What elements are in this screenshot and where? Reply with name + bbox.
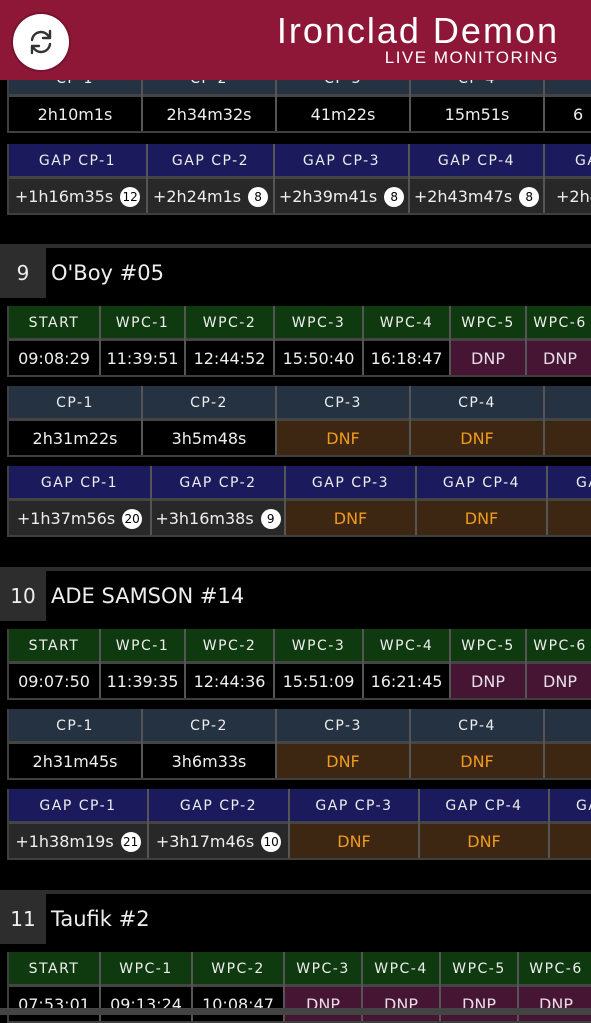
rider-header[interactable]: 10 ADE SAMSON #14: [0, 571, 591, 621]
wpc-cell: WPC-3 15:50:40: [275, 306, 364, 375]
wpc-cell: WPC-2 12:44:36: [186, 629, 275, 698]
cp-cell: CP-3 DNF: [277, 709, 411, 778]
rank-badge: 20: [122, 508, 143, 529]
rider-position: 9: [0, 248, 46, 298]
gap-cell: GA: [550, 789, 591, 858]
wpc-cell: START 09:07:50: [9, 629, 101, 698]
cp-cell: CP-4 DNF: [411, 709, 545, 778]
wpc-cell: WPC-3 15:51:09: [275, 629, 364, 698]
rank-badge: 9: [260, 508, 281, 529]
gap-cell: GAP CP-2 +3h17m46s 10: [149, 789, 290, 858]
rider-name: Taufik #2: [51, 907, 150, 931]
wpc-row: START 09:08:29 WPC-1 11:39:51 WPC-2 12:44:5…: [7, 306, 591, 377]
cp-row: CP-1 2h31m45s CP-2 3h6m33s CP-3 DNF CP-4 DNF: [7, 709, 591, 780]
gap-row: GAP CP-1 +1h37m56s 20 GAP CP-2 +3h16m38s 9 G…: [7, 466, 591, 537]
cp-cell: [545, 709, 591, 778]
gap-cell: GAP CP-3 DNF: [286, 466, 417, 535]
rider-header[interactable]: 11 Taufik #2: [0, 894, 591, 944]
wpc-row: START 09:07:50 WPC-1 11:39:35 WPC-2 12:44:3…: [7, 629, 591, 700]
rider-header[interactable]: 9 O'Boy #05: [0, 248, 591, 298]
rider-position: 11: [0, 894, 46, 944]
wpc-cell: WPC-4 DNP: [363, 952, 441, 1021]
gap-cell: GAP CP-3 DNF: [290, 789, 420, 858]
cp-cell: [545, 386, 591, 455]
cp-cell: CP-1 2h31m22s: [9, 386, 143, 455]
wpc-cell: WPC-1 11:39:35: [101, 629, 186, 698]
rank-badge: 21: [120, 831, 141, 852]
gap-cell: GAP CP-4 DNF: [417, 466, 548, 535]
cp-cell: CP-4 DNF: [411, 386, 545, 455]
refresh-button[interactable]: [13, 14, 69, 70]
app-title: Ironclad Demon: [276, 10, 559, 51]
rank-badge: 8: [248, 186, 269, 207]
prev-gap-row: GAP CP-1 +1h16m35s 12 GAP CP-2 +2h24m1s 8 GA…: [7, 144, 591, 215]
gap-cell: GAP CP-1 +1h37m56s 20: [9, 466, 152, 535]
gap-cell: GAP CP-2 +3h16m38s 9: [152, 466, 286, 535]
gap-cell: GAP CP-4 +2h43m47s 8: [410, 144, 545, 213]
cp-cell: CP-1 2h31m45s: [9, 709, 143, 778]
rank-badge: 8: [519, 186, 540, 207]
wpc-cell: WPC-1 11:39:51: [101, 306, 186, 375]
cp-cell: CP-2 3h5m48s: [143, 386, 277, 455]
wpc-cell: WPC-6 DNP: [519, 952, 591, 1021]
rider-position: 10: [0, 571, 46, 621]
app-subtitle: LIVE MONITORING: [384, 48, 559, 67]
rank-badge: 8: [384, 186, 405, 207]
gap-cell: GAP CP-1 +1h16m35s 12: [9, 144, 148, 213]
wpc-cell: WPC-5 DNP: [451, 629, 527, 698]
cp-cell: CP-3 DNF: [277, 386, 411, 455]
gap-cell: GAP CP-1 +1h38m19s 21: [9, 789, 149, 858]
wpc-cell: WPC-4 16:18:47: [364, 306, 451, 375]
wpc-cell: WPC-5 DNP: [451, 306, 527, 375]
rank-badge: 12: [120, 186, 141, 207]
gap-cell: GAP CP-3 +2h39m41s 8: [275, 144, 410, 213]
app-header: Ironclad Demon LIVE MONITORING: [0, 0, 591, 80]
cp-row: CP-1 2h31m22s CP-2 3h5m48s CP-3 DNF CP-4 DNF: [7, 386, 591, 457]
wpc-cell: WPC-6 DNP: [527, 306, 591, 375]
rank-badge: 10: [261, 831, 282, 852]
gap-row: GAP CP-1 +1h38m19s 21 GAP CP-2 +3h17m46s 10 …: [7, 789, 591, 860]
gap-cell: GAP CP-4 DNF: [420, 789, 550, 858]
wpc-cell: WPC-4 16:21:45: [364, 629, 451, 698]
wpc-cell: WPC-6 DNP: [527, 629, 591, 698]
wpc-cell: WPC-2 12:44:52: [186, 306, 275, 375]
wpc-cell: START 09:08:29: [9, 306, 101, 375]
refresh-icon: [30, 29, 52, 55]
cp-cell: CP-2 3h6m33s: [143, 709, 277, 778]
gap-cell: GA+2h4: [545, 144, 591, 213]
gap-cell: GA: [548, 466, 591, 535]
gap-cell: GAP CP-2 +2h24m1s 8: [148, 144, 275, 213]
brand: Ironclad Demon LIVE MONITORING: [277, 11, 559, 67]
rider-name: ADE SAMSON #14: [51, 584, 245, 608]
rider-name: O'Boy #05: [51, 261, 164, 285]
